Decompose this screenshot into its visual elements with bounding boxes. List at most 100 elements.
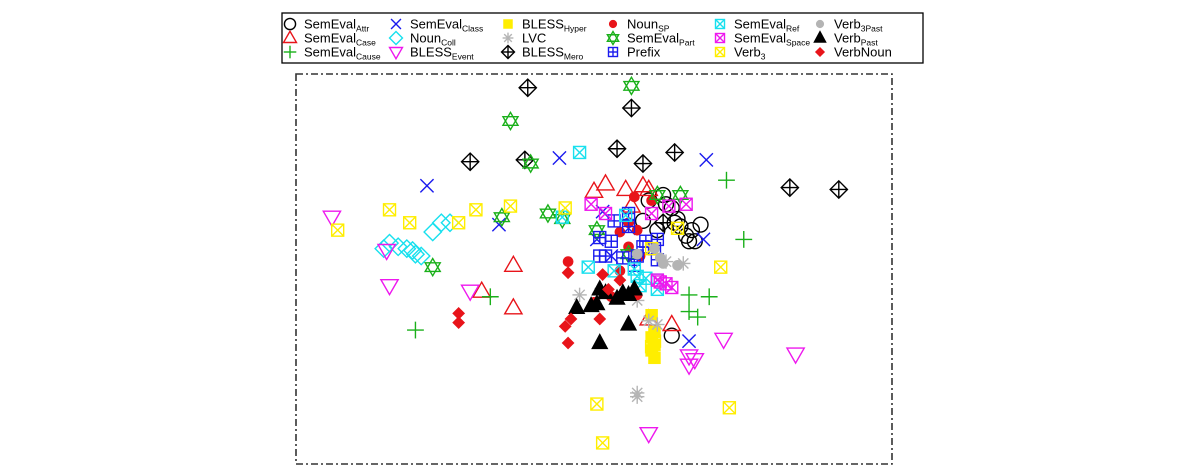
point-verb-3 [503,199,518,213]
point-semeval-cause [735,231,753,248]
point-semeval-case [471,280,492,298]
point-verb-past [588,294,606,311]
legend-item-semeval-space: SemEvalSpace [714,31,810,48]
point-verb-past [619,314,638,331]
point-verb-3past [649,243,660,254]
point-semeval-cause [689,308,707,326]
point-bless-event [460,284,481,302]
point-semeval-space [679,197,693,211]
point-verbnoun [596,268,610,281]
point-bless-mero [633,153,653,174]
legend-item-noun-coll: NounColl [388,30,456,48]
legend-label: SemEvalCause [304,45,381,62]
legend-marker [283,17,297,31]
point-semeval-attr [683,222,701,239]
point-noun-sp [628,191,640,203]
legend-item-semeval-attr: SemEvalAttr [283,17,369,34]
point-semeval-part [648,184,667,206]
legend-label: SemEvalAttr [304,17,369,34]
point-prefix [616,251,630,265]
point-semeval-cause [407,321,424,339]
point-prefix [598,249,613,263]
point-semeval-ref [607,264,621,278]
point-bless-mero [607,139,627,159]
legend-marker [813,30,827,43]
point-prefix [621,219,636,234]
point-semeval-case [615,179,636,197]
point-semeval-part [501,110,520,132]
point-verbnoun [602,282,615,296]
legend-marker [388,30,404,46]
legend-marker [714,32,726,44]
legend-label: Prefix [627,45,661,60]
legend-item-prefix: Prefix [607,45,661,60]
point-bless-event [379,278,400,297]
point-verbnoun [593,312,607,326]
data-points [322,75,849,450]
point-semeval-cause [718,171,735,189]
legend-marker [502,32,514,44]
point-verbnoun [452,316,466,330]
point-verb-past [625,279,643,296]
legend-marker [814,46,826,58]
legend-label: SemEvalCase [304,31,376,48]
legend-label: VerbPast [834,31,878,48]
point-semeval-case [661,314,682,332]
legend-marker [815,19,825,29]
point-semeval-part [588,220,606,241]
point-semeval-class [699,152,714,167]
point-semeval-cause [481,288,499,306]
legend-label: VerbNoun [834,45,892,60]
legend-item-bless-hyper: BLESSHyper [503,17,587,34]
legend-item-semeval-case: SemEvalCase [282,29,376,48]
legend-label: SemEvalRef [734,17,800,34]
plot-frame [295,73,893,465]
point-noun-coll [397,239,417,259]
legend-item-semeval-class: SemEvalClass [390,17,483,34]
point-bless-event [785,347,806,365]
legend-item-verb-3past: Verb3Past [815,17,883,34]
point-semeval-cause [700,288,718,306]
legend-marker [607,46,619,58]
point-semeval-case [503,297,524,315]
legend-item-bless-event: BLESSEvent [388,45,474,62]
point-verbnoun [558,319,572,333]
legend-item-semeval-part: SemEvalPart [606,30,695,48]
legend-label: NounSP [627,17,670,34]
point-verbnoun [613,273,627,287]
point-bless-event [679,358,699,376]
point-verb-3 [330,223,345,237]
point-verb-3 [644,340,659,354]
legend-label: BLESSHyper [522,17,587,34]
legend-label: LVC [522,31,546,46]
legend-item-lvc: LVC [502,31,546,46]
point-noun-coll [411,246,431,266]
point-noun-sp [562,256,574,267]
point-bless-event [376,243,397,261]
point-bless-mero [780,177,800,198]
point-semeval-part [521,153,540,174]
point-semeval-part [553,209,572,230]
legend-label: SemEvalClass [410,17,483,34]
point-verb-3 [722,401,737,415]
point-semeval-attr [663,327,680,344]
point-verb-3past [672,259,683,271]
point-bless-mero [460,152,480,172]
legend-item-semeval-cause: SemEvalCause [283,45,381,62]
point-verb-past [591,333,609,350]
point-verb-3 [469,203,483,217]
legend-marker [283,45,297,59]
point-semeval-ref [572,145,587,160]
legend-marker [282,29,298,44]
legend-item-semeval-ref: SemEvalRef [714,17,800,34]
point-bless-mero [829,179,849,200]
point-semeval-ref [618,208,633,223]
legend-label: Verb3 [734,45,766,62]
point-semeval-space [665,280,679,295]
point-semeval-ref [627,262,642,276]
point-semeval-space [662,199,676,213]
point-semeval-part [539,203,557,224]
point-semeval-cause [680,303,698,320]
